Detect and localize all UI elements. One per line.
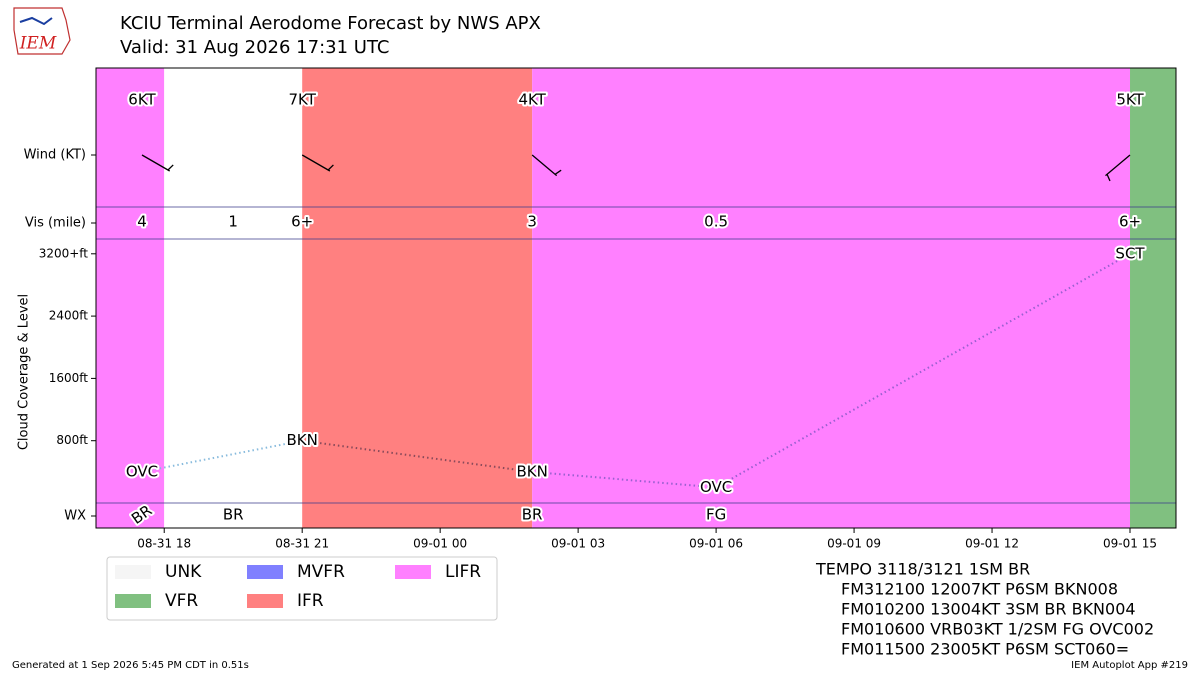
row-label: WX: [64, 509, 86, 524]
footer-right: IEM Autoplot App #219: [1071, 660, 1188, 671]
axis-title: Cloud Coverage & Level: [17, 294, 32, 450]
wind-speed-label: 6KT: [128, 91, 156, 109]
cloud-coverage-label: BKN: [516, 462, 547, 480]
logo: IEM: [13, 7, 71, 55]
wind-barb-flag: [167, 164, 174, 171]
weather-label: BR: [522, 506, 543, 524]
x-tick-label: 09-01 00: [413, 537, 467, 551]
x-tick-label: 09-01 09: [827, 537, 881, 551]
wind-barb-flag: [554, 169, 562, 175]
legend-label: IFR: [297, 591, 324, 611]
weather-label: FG: [706, 506, 726, 524]
visibility-label: 4: [137, 213, 147, 231]
x-tick-label: 09-01 03: [551, 537, 605, 551]
cloud-coverage-label: SCT: [1115, 244, 1145, 262]
wind-speed-label: 7KT: [288, 91, 316, 109]
x-tick-label: 09-01 06: [689, 537, 743, 551]
y-tick-label: 2400ft: [49, 309, 89, 323]
chart-title: KCIU Terminal Aerodome Forecast by NWS A…: [120, 13, 541, 34]
row-label: Wind (KT): [24, 148, 86, 163]
wind-barb-staff: [531, 154, 558, 177]
wind-speed-label: 4KT: [518, 91, 546, 109]
legend-swatch: [395, 565, 431, 579]
legend-swatch: [247, 594, 283, 608]
wind-barb-staff: [141, 154, 171, 172]
wind-speed-label: 5KT: [1116, 91, 1144, 109]
wind-barb-flag: [327, 164, 334, 171]
x-tick-label: 08-31 18: [137, 537, 191, 551]
x-tick-label: 08-31 21: [275, 537, 329, 551]
flight-category-band: [302, 68, 533, 528]
cloud-coverage-label: OVC: [700, 478, 732, 496]
taf-line: FM312100 12007KT P6SM BKN008: [841, 580, 1118, 599]
flight-category-band: [96, 68, 165, 528]
logo-outline: [13, 7, 71, 55]
cloud-line: [532, 470, 717, 489]
legend-swatch: [115, 565, 151, 579]
wind-barb-flag: [1106, 174, 1111, 182]
x-tick-label: 09-01 15: [1103, 537, 1157, 551]
flight-category-band: [164, 68, 303, 528]
taf-line: TEMPO 3118/3121 1SM BR: [815, 560, 1030, 579]
wind-barb: [531, 154, 562, 177]
y-tick-label: 3200+ft: [39, 246, 89, 260]
row-label: Vis (mile): [25, 216, 86, 231]
wind-barb-staff: [1105, 154, 1131, 177]
legend-label: VFR: [165, 591, 198, 611]
legend-label: LIFR: [445, 562, 481, 582]
taf-line: FM011500 23005KT P6SM SCT060=: [841, 640, 1129, 659]
chart-subtitle: Valid: 31 Aug 2026 17:31 UTC: [120, 37, 389, 58]
plot-frame: [95, 67, 1177, 529]
visibility-label: 1: [228, 213, 238, 231]
cloud-coverage-label: OVC: [126, 462, 158, 480]
legend-label: UNK: [165, 562, 202, 582]
wind-barb-staff: [301, 154, 331, 172]
cloud-line: [715, 252, 1131, 489]
cloud-line: [141, 439, 303, 473]
logo-mark: [19, 16, 53, 26]
wind-barb: [301, 154, 334, 172]
visibility-label: 3: [527, 213, 537, 231]
flight-category-band: [532, 68, 1131, 528]
visibility-label: 6+: [1119, 213, 1141, 231]
y-tick-label: 800ft: [56, 433, 88, 447]
y-tick-label: 1600ft: [49, 371, 89, 385]
taf-line: FM010200 13004KT 3SM BR BKN004: [841, 600, 1136, 619]
logo-text: IEM: [19, 34, 57, 54]
weather-label: BR: [223, 506, 244, 524]
wind-barb: [1105, 154, 1131, 182]
legend-swatch: [247, 565, 283, 579]
flight-category-band: [1130, 68, 1176, 528]
legend-label: MVFR: [297, 562, 345, 582]
wind-barb: [141, 154, 174, 172]
cloud-coverage-label: BKN: [287, 431, 318, 449]
x-tick-label: 09-01 12: [965, 537, 1019, 551]
legend-swatch: [115, 594, 151, 608]
visibility-label: 0.5: [704, 213, 728, 231]
visibility-label: 6+: [291, 213, 313, 231]
taf-line: FM010600 VRB03KT 1/2SM FG OVC002: [841, 620, 1154, 639]
footer-left: Generated at 1 Sep 2026 5:45 PM CDT in 0…: [12, 660, 249, 671]
